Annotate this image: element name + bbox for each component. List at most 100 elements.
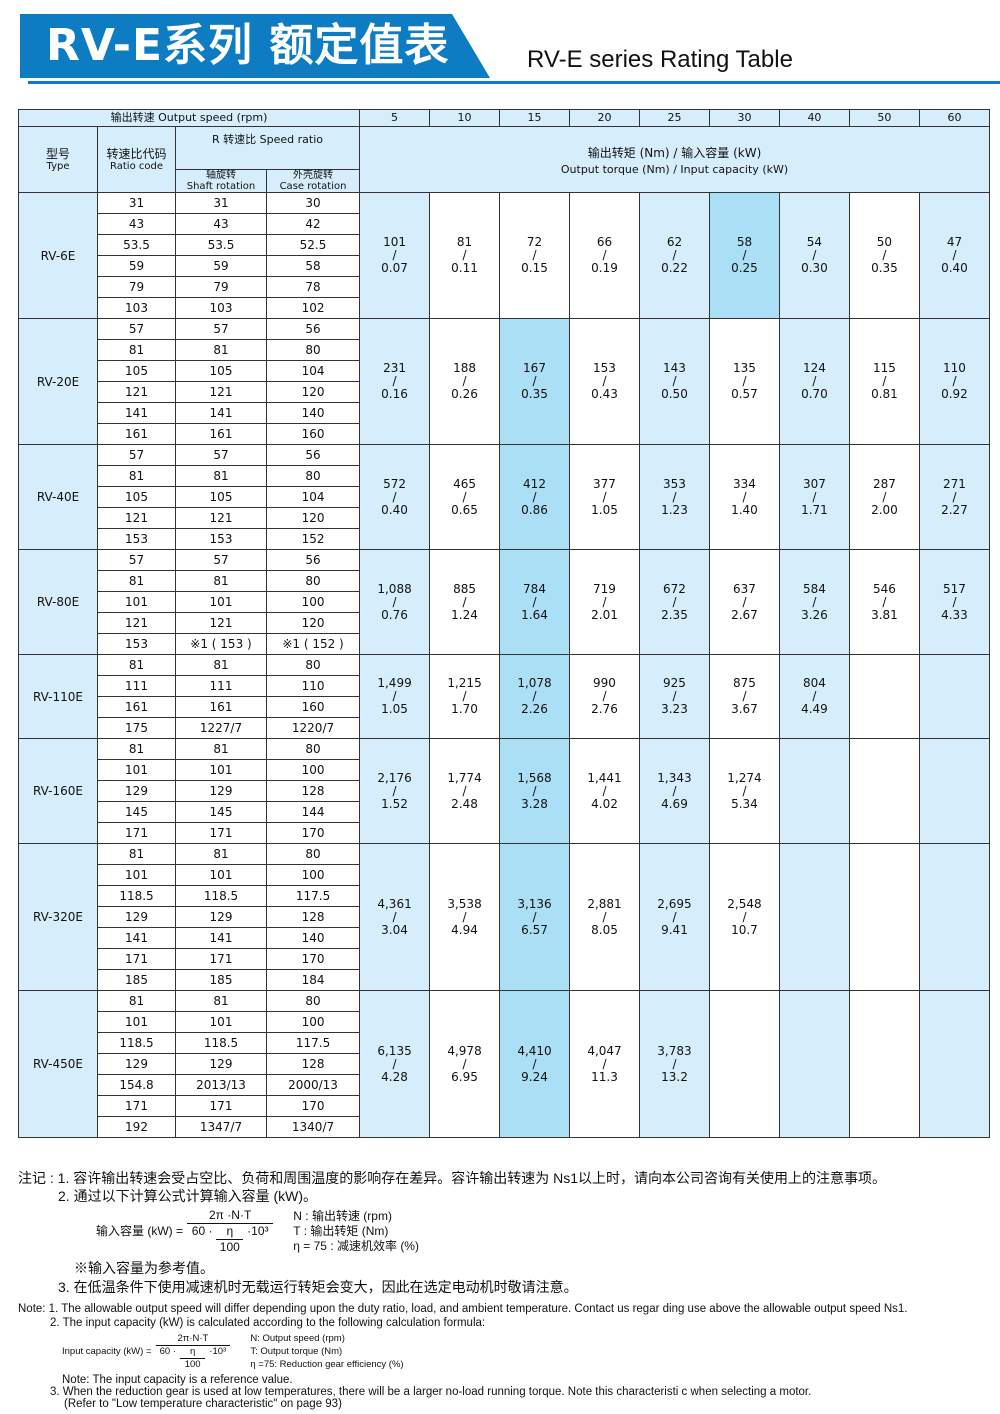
- capacity: 0.35: [521, 387, 548, 401]
- ratio-code: 192: [97, 1116, 176, 1138]
- shaft-ratio: 171: [175, 822, 267, 844]
- shaft-ratio: 103: [175, 297, 267, 319]
- case-ratio: 170: [265, 822, 361, 844]
- type-header: 型号 Type: [18, 126, 98, 193]
- separator: /: [602, 909, 607, 924]
- formula-numerator: 2π ·N·T: [187, 1208, 274, 1224]
- rating-cell-15: 412/0.86: [499, 444, 570, 550]
- value-label-en: Output torque (Nm) / Input capacity (kW): [560, 162, 789, 176]
- rating-cell-40: [778, 990, 850, 1138]
- torque: 115: [872, 361, 896, 375]
- case-rotation-header: 外壳旋转 Case rotation: [265, 169, 361, 193]
- shaft-ratio: 81: [175, 990, 267, 1012]
- torque: 1,078: [517, 676, 552, 690]
- ratio-code: 171: [97, 948, 176, 970]
- case-ratio: 152: [265, 528, 361, 550]
- note-en-3: 3. When the reduction gear is used at lo…: [50, 1386, 812, 1398]
- page-title-en: RV-E series Rating Table: [527, 46, 793, 73]
- ratio-code: 57: [97, 549, 176, 571]
- separator: /: [462, 489, 467, 504]
- shaft-ratio: 1347/7: [175, 1116, 267, 1138]
- case-ratio: 160: [265, 696, 361, 718]
- case-ratio: 58: [265, 255, 361, 277]
- table-row: RV-6E 31 31 30 101/0.07 81/0.11 72/0.15 66/0.19…: [18, 192, 991, 319]
- shaft-ratio: 81: [175, 570, 267, 592]
- torque: 1,088: [377, 581, 412, 596]
- torque: 50: [876, 235, 893, 249]
- torque: 231: [383, 361, 406, 375]
- table-row: 105 105 104: [19, 360, 990, 382]
- separator: /: [952, 248, 957, 262]
- separator: /: [742, 489, 747, 504]
- case-ratio: 52.5: [265, 234, 361, 256]
- ratio-code: 105: [97, 486, 176, 508]
- rating-cell-30: 1,274/5.34: [708, 738, 780, 844]
- ratio-code: 161: [97, 696, 176, 718]
- ratio-code: 43: [97, 213, 176, 235]
- table-row: 101 101 100: [19, 1011, 990, 1033]
- capacity: 4.33: [941, 607, 968, 622]
- ratio-code: 121: [97, 612, 176, 634]
- ratio-code: 171: [97, 1095, 176, 1117]
- table-row: 81 81 80: [19, 465, 990, 487]
- separator: /: [392, 489, 397, 504]
- formula-100: 100: [219, 1240, 240, 1254]
- torque: 3,783: [657, 1043, 692, 1058]
- rating-cell-5: 1,088/0.76: [359, 549, 431, 655]
- formula-en: Input capacity (kW) = 2π·N·T 60 · η 100 ·10…: [62, 1332, 404, 1371]
- ratio-code: 79: [97, 276, 176, 298]
- rating-cell-25: 62/0.22: [638, 192, 710, 319]
- torque: 110: [943, 361, 966, 375]
- separator: /: [532, 1056, 537, 1071]
- formula-en-den-a: 60 ·: [159, 1345, 176, 1357]
- shaft-ratio: 1227/7: [175, 717, 267, 739]
- rating-cell-40: 307/1.71: [778, 444, 850, 550]
- table-row: 145 145 144: [19, 801, 990, 823]
- shaft-ratio: 121: [175, 507, 267, 529]
- rating-cell-40: 804/4.49: [778, 654, 850, 739]
- ratio-code: 53.5: [97, 234, 176, 256]
- torque: 875: [733, 676, 756, 690]
- separator: /: [392, 594, 397, 609]
- case-ratio: 56: [265, 549, 361, 571]
- rating-cell-60: [918, 738, 991, 844]
- table-row: RV-20E 57 57 56 231/0.16 188/0.26 167/0.35 153/…: [18, 318, 991, 445]
- torque: 353: [663, 476, 686, 491]
- capacity: 2.00: [871, 502, 898, 517]
- separator: /: [462, 909, 467, 924]
- note-cn-2: 2. 通过以下计算公式计算输入容量 (kW)。: [58, 1188, 317, 1204]
- capacity: 3.04: [381, 922, 408, 937]
- speed-header-30: 30: [708, 109, 780, 127]
- table-row: RV-40E 57 57 56 572/0.40 465/0.65 412/0.86 377/…: [18, 444, 991, 550]
- capacity: 3.81: [871, 607, 898, 622]
- capacity: 6.95: [451, 1069, 478, 1084]
- capacity: 1.70: [451, 702, 478, 716]
- torque: 2,548: [727, 896, 762, 911]
- rating-cell-15: 1,078/2.26: [499, 654, 570, 739]
- torque: 1,274: [727, 770, 762, 785]
- separator: /: [392, 374, 397, 388]
- capacity: 0.92: [941, 387, 968, 401]
- table-row: 111 111 110: [19, 675, 990, 697]
- separator: /: [742, 248, 747, 262]
- case-ratio: 100: [265, 1011, 361, 1033]
- rating-cell-5: 231/0.16: [359, 318, 431, 445]
- separator: /: [882, 248, 887, 262]
- separator: /: [672, 909, 677, 924]
- shaft-ratio: 81: [175, 738, 267, 760]
- ratio-code: 103: [97, 297, 176, 319]
- ratio-code: 101: [97, 591, 176, 613]
- table-row: 129 129 128: [19, 780, 990, 802]
- rating-cell-60: 110/0.92: [918, 318, 991, 445]
- capacity: 1.40: [731, 502, 758, 517]
- table-row: 59 59 58: [19, 255, 990, 277]
- separator: /: [812, 689, 817, 703]
- separator: /: [812, 374, 817, 388]
- capacity: 1.52: [381, 796, 408, 811]
- case-ratio: 100: [265, 864, 361, 886]
- separator: /: [392, 689, 397, 703]
- separator: /: [462, 689, 467, 703]
- rating-cell-5: 572/0.40: [359, 444, 431, 550]
- torque: 1,774: [447, 770, 482, 785]
- capacity: 2.26: [521, 702, 548, 716]
